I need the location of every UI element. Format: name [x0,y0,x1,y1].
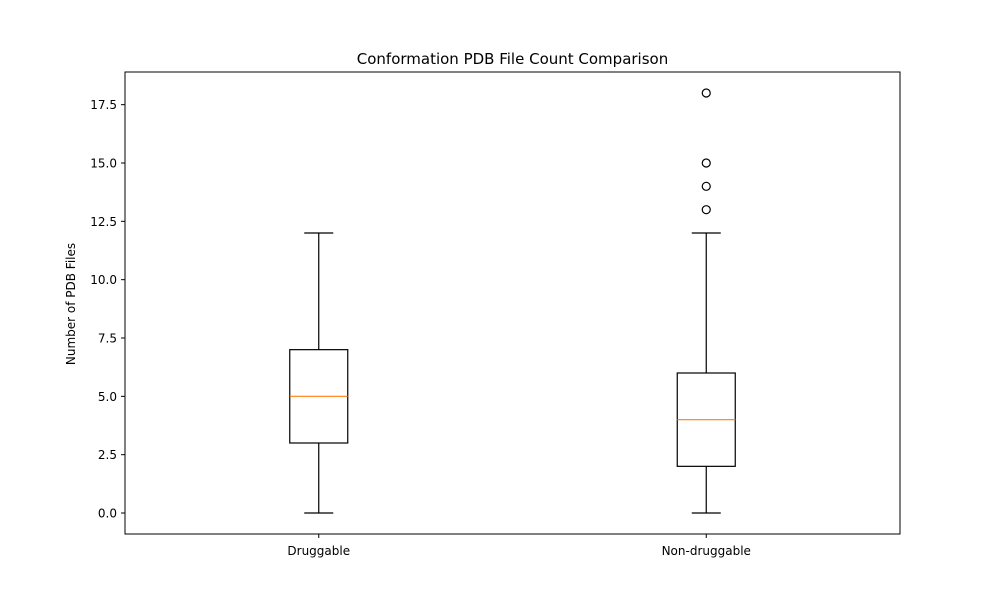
y-tick-label: 12.5 [90,215,117,229]
outlier-point [701,181,711,191]
axes-frame [124,71,901,535]
y-tick-label: 7.5 [98,332,117,346]
y-axis-label: Number of PDB Files [64,243,78,365]
chart-title: Conformation PDB File Count Comparison [357,50,668,68]
outlier-point [701,205,711,215]
x-tick-label: Non-druggable [662,544,751,558]
y-tick-label: 10.0 [90,273,117,287]
y-tick-label: 5.0 [98,390,117,404]
plot-area: 0.0 2.5 5.0 7.5 10.0 12.5 15.0 17.5 Druggable Non… [90,88,751,558]
y-tick-label: 15.0 [90,157,117,171]
y-tick-label: 0.0 [98,507,117,521]
y-tick-label: 2.5 [98,448,117,462]
y-tick-label: 17.5 [90,98,117,112]
outlier-point [701,158,711,168]
x-tick-label: Druggable [287,544,350,558]
outlier-point [701,88,711,98]
